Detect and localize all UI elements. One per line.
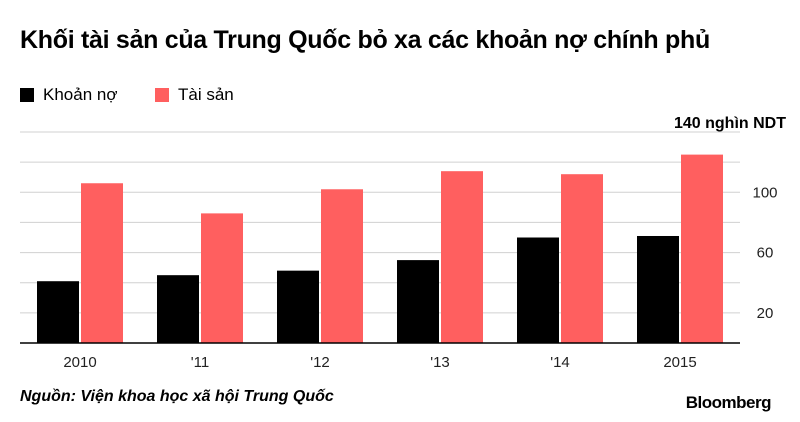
chart-title: Khối tài sản của Trung Quốc bỏ xa các kh… xyxy=(20,26,710,54)
x-tick-label: '12 xyxy=(310,354,330,371)
x-tick-label: 2015 xyxy=(663,354,696,371)
legend-label-debt: Khoản nợ xyxy=(43,85,118,104)
x-tick-label: '11 xyxy=(191,354,209,371)
legend-label-assets: Tài sản xyxy=(178,85,234,104)
brand-logo: Bloomberg xyxy=(685,393,772,412)
bar-debt xyxy=(517,237,559,343)
legend-swatch-assets xyxy=(155,88,169,102)
bar-debt xyxy=(277,270,319,343)
x-tick-label: 2010 xyxy=(63,354,96,371)
legend-swatch-debt xyxy=(20,88,34,102)
bar-assets xyxy=(681,154,723,343)
x-tick-label: '14 xyxy=(550,354,570,371)
legend-item-assets: Tài sản xyxy=(155,85,234,105)
source-note: Nguồn: Viện khoa học xã hội Trung Quốc xyxy=(20,388,334,405)
bar-debt xyxy=(37,281,79,343)
bar-debt xyxy=(637,235,679,343)
x-tick-label: '13 xyxy=(430,354,450,371)
legend-item-debt: Khoản nợ xyxy=(20,85,117,105)
bar-assets xyxy=(321,189,363,343)
bar-assets xyxy=(81,183,123,343)
bar-assets xyxy=(441,171,483,343)
bar-debt xyxy=(397,260,439,343)
y-unit-label: 140 nghìn NDT xyxy=(674,115,786,132)
bar-assets xyxy=(561,174,603,343)
y-tick-label: 100 xyxy=(752,184,777,201)
bar-debt xyxy=(157,275,199,343)
y-tick-label: 20 xyxy=(757,305,774,322)
y-tick-label: 60 xyxy=(757,245,774,262)
bar-assets xyxy=(201,213,243,343)
